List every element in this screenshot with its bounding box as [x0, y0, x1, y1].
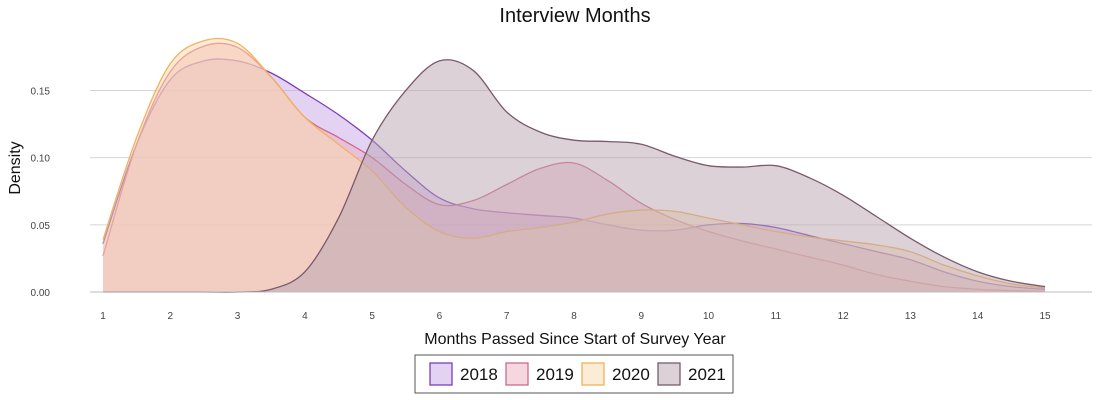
- x-tick-label: 8: [571, 311, 577, 322]
- x-tick-label: 4: [302, 311, 308, 322]
- x-tick-label: 1: [100, 311, 106, 322]
- legend-swatch-2020: [581, 362, 605, 386]
- legend-swatch-2021: [657, 362, 681, 386]
- legend-items: 2018 2019 2020 2021: [429, 362, 726, 386]
- density-series: [90, 37, 1092, 293]
- density-line-2021: [103, 59, 1046, 293]
- legend-swatch-2019: [505, 362, 529, 386]
- x-tick-label: 15: [1039, 311, 1051, 322]
- x-tick-label: 3: [235, 311, 241, 322]
- y-tick-label: 0.00: [31, 288, 51, 299]
- x-axis-label: Months Passed Since Start of Survey Year: [424, 331, 726, 348]
- y-tick-label: 0.10: [31, 154, 51, 165]
- chart-title: Interview Months: [499, 5, 650, 27]
- x-tick-label: 10: [703, 311, 715, 322]
- y-tick-label: 0.15: [31, 86, 51, 97]
- x-tick-label: 12: [838, 311, 850, 322]
- x-tick-label: 5: [369, 311, 375, 322]
- x-axis-ticks: 1 2 3 4 5 6 7 8 9 10 11 12 13 14 15: [100, 311, 1051, 322]
- density-area-2021: [103, 59, 1045, 293]
- legend-swatch-2018: [429, 362, 453, 386]
- x-tick-label: 9: [639, 311, 645, 322]
- x-tick-label: 2: [168, 311, 174, 322]
- y-tick-label: 0.05: [31, 221, 51, 232]
- legend-label-2021: 2021: [688, 365, 726, 384]
- x-tick-label: 11: [771, 311, 782, 322]
- y-axis-label: Density: [7, 141, 24, 194]
- legend-label-2018: 2018: [460, 365, 498, 384]
- legend-label-2019: 2019: [536, 365, 574, 384]
- x-tick-label: 13: [905, 311, 917, 322]
- x-tick-label: 7: [504, 311, 510, 322]
- y-axis-ticks: 0.00 0.05 0.10 0.15: [31, 86, 51, 299]
- legend: 2018 2019 2020 2021: [414, 354, 734, 394]
- legend-label-2020: 2020: [612, 365, 650, 384]
- x-tick-label: 6: [437, 311, 443, 322]
- x-tick-label: 14: [972, 311, 984, 322]
